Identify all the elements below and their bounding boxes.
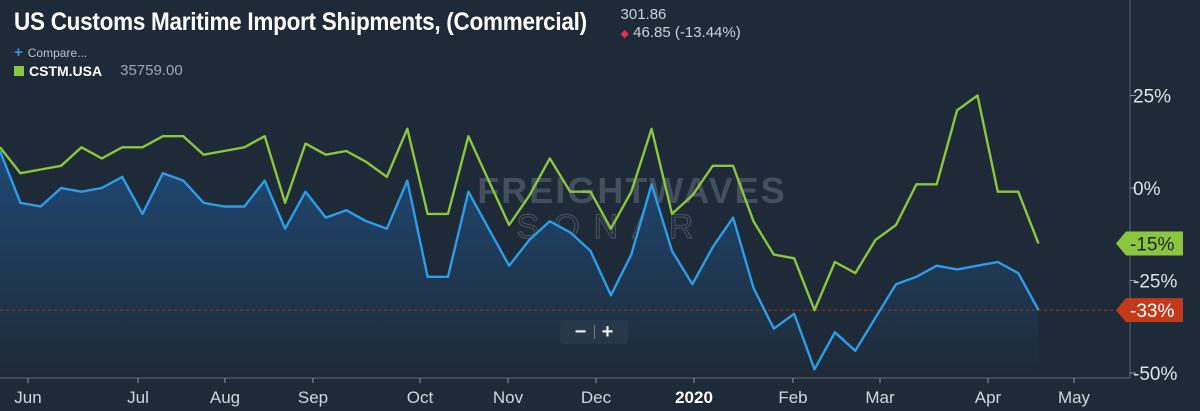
plus-icon: + <box>14 44 23 61</box>
y-tick-label: -25% <box>1133 272 1177 293</box>
x-tick-label: 2020 <box>675 388 713 407</box>
x-tick-label: Jul <box>127 388 149 407</box>
zoom-out-button[interactable]: − <box>574 321 587 343</box>
zoom-controls: − + <box>560 320 628 344</box>
green-series-end-badge <box>1116 231 1183 256</box>
x-tick-label: Nov <box>493 388 524 407</box>
compare-button[interactable]: + Compare... <box>14 44 741 61</box>
series-legend: CSTM.USA 35759.00 <box>14 62 741 79</box>
x-tick-label: May <box>1058 388 1091 407</box>
x-tick-label: Mar <box>865 388 895 407</box>
quote-box: 301.86 ◆ 46.85 (-13.44%) <box>621 6 741 43</box>
series-last-value: 35759.00 <box>120 62 183 79</box>
blue-series-end-badge-label: -33% <box>1130 301 1174 322</box>
series-symbol[interactable]: CSTM.USA <box>29 62 103 79</box>
chart-header: US Customs Maritime Import Shipments, (C… <box>14 6 741 79</box>
x-tick-label: Feb <box>778 388 807 407</box>
quote-change: 46.85 (-13.44%) <box>633 24 741 41</box>
blue-series-line[interactable] <box>0 150 1040 371</box>
x-tick-label: Apr <box>975 388 1002 407</box>
y-tick-label: -50% <box>1133 364 1177 385</box>
x-tick-label: Sep <box>298 388 328 407</box>
green-series-line[interactable] <box>0 94 1040 312</box>
watermark: FREIGHTWAVES SONAR <box>477 170 784 247</box>
blue-series-end-badge <box>1116 298 1183 323</box>
quote-value: 301.86 <box>620 6 667 23</box>
down-arrow-icon: ◆ <box>620 28 629 40</box>
y-tick-label: 0% <box>1133 179 1161 200</box>
compare-label: Compare... <box>27 45 88 60</box>
x-tick-label: Jun <box>14 388 41 407</box>
x-tick-label: Dec <box>581 388 612 407</box>
blue-series-area <box>0 151 1039 378</box>
chart-title: US Customs Maritime Import Shipments, (C… <box>14 8 587 36</box>
x-tick-label: Oct <box>407 388 434 407</box>
zoom-in-button[interactable]: + <box>601 321 614 343</box>
y-tick-label: 25% <box>1133 87 1171 108</box>
zoom-separator <box>593 325 595 339</box>
green-series-end-badge-label: -15% <box>1130 235 1174 256</box>
series-swatch <box>14 65 24 76</box>
x-tick-label: Aug <box>210 388 240 407</box>
